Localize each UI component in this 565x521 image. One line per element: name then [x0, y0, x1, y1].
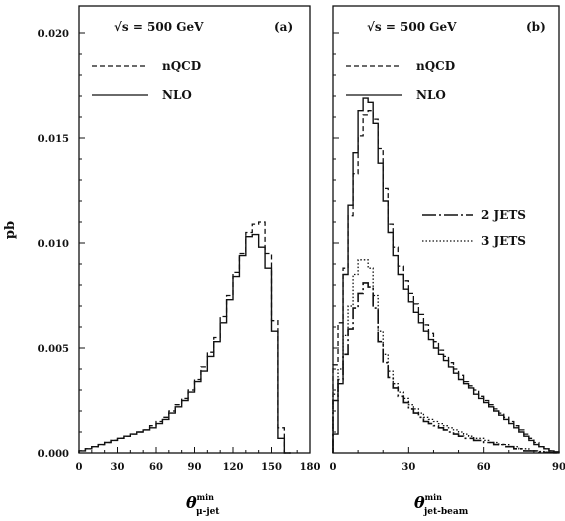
panel-b-x-tick-label: 60 — [477, 462, 491, 473]
panel-a-x-axis-title-symbol: θ — [186, 493, 197, 512]
panel-a-x-axis-title-sub: μ-jet — [196, 507, 220, 517]
panel-a-x-axis-title: θmin μ-jet — [186, 492, 220, 517]
panel-a-x-tick-label: 0 — [76, 462, 83, 473]
y-tick-label: 0.000 — [38, 449, 69, 460]
panel-b-legend-label-nqcd: nQCD — [416, 59, 455, 73]
panel-a-energy-label: √s = 500 GeV — [114, 20, 204, 34]
y-tick-label: 0.015 — [38, 134, 69, 145]
panel-b-legend-label-nlo: NLO — [416, 88, 446, 102]
panel-a-x-tick-label: 90 — [188, 462, 202, 473]
y-tick-label: 0.005 — [38, 344, 69, 355]
panel-b-series-nqcd — [332, 110, 560, 453]
panel-a-x-tick-label: 120 — [223, 462, 244, 473]
panel-b-x-tick-label: 0 — [330, 462, 337, 473]
panel-a-series-nqcd — [78, 221, 291, 454]
panel-b-x-axis-title-sup: min — [425, 492, 443, 502]
panel-a-x-tick-label: 180 — [300, 462, 321, 473]
panel-a-x-tick-label: 150 — [261, 462, 282, 473]
panel-a-legend-label-nqcd: nQCD — [162, 59, 201, 73]
panel-a-x-tick-label: 30 — [111, 462, 125, 473]
panel-b-x-axis-title: θmin jet-beam — [414, 492, 469, 517]
panel-b-frame — [332, 5, 560, 454]
panel-a-label: (a) — [274, 20, 293, 34]
y-tick-label: 0.020 — [38, 29, 69, 40]
panel-b-legend-label-3jets: 3 JETS — [481, 234, 526, 248]
y-tick-label: 0.010 — [38, 239, 69, 250]
panel-b-energy-label: √s = 500 GeV — [367, 20, 457, 34]
panel-b-series-2-jets — [332, 282, 560, 454]
y-axis-title: pb — [3, 221, 18, 239]
panel-b-x-axis-title-sub: jet-beam — [423, 507, 469, 517]
panel-b-series-nlo — [332, 97, 560, 453]
panel-b-x-tick-label: 90 — [552, 462, 565, 473]
panel-b-x-tick-label: 30 — [401, 462, 415, 473]
panel-a-series-nlo — [78, 233, 291, 454]
panel-a-x-tick-label: 60 — [149, 462, 163, 473]
panel-a-legend-label-nlo: NLO — [162, 88, 192, 102]
panel-a-x-axis-title-sup: min — [197, 492, 215, 502]
panel-b-label: (b) — [526, 20, 546, 34]
panel-b-series-3-jets — [332, 259, 560, 454]
panel-b-legend-label-2jets: 2 JETS — [481, 208, 526, 222]
panel-b-x-axis-title-symbol: θ — [414, 493, 425, 512]
